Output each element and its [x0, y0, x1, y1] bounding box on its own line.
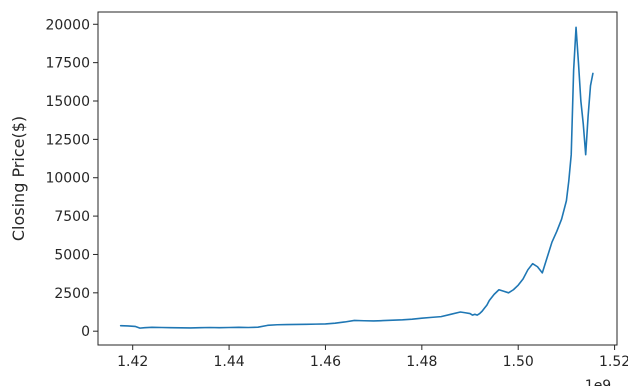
- x-tick-label: 1.50: [503, 354, 534, 370]
- axes-frame: [97, 11, 618, 346]
- y-tick-label: 15000: [45, 94, 90, 110]
- y-axis-label: Closing Price($): [9, 116, 28, 241]
- series-line-0: [119, 26, 594, 329]
- y-tick-label: 12500: [45, 132, 90, 148]
- x-tick-label: 1.44: [213, 354, 244, 370]
- y-tick-label: 10000: [45, 171, 90, 187]
- y-tick-label: 2500: [54, 286, 90, 302]
- y-tick-label: 7500: [54, 209, 90, 225]
- x-axis-offset-text: 1e9: [585, 378, 611, 386]
- x-tick-label: 1.48: [406, 354, 437, 370]
- x-tick-label: 1.42: [117, 354, 148, 370]
- y-tick-label: 17500: [45, 56, 90, 72]
- y-tick-label: 20000: [45, 17, 90, 33]
- y-tick-label: 5000: [54, 247, 90, 263]
- x-tick-label: 1.46: [310, 354, 341, 370]
- x-tick-label: 1.52: [599, 354, 628, 370]
- axes: 1.42 1.44 1.46 1.48 1.50 1.52 0 2500 5000 7500 100…: [45, 11, 628, 370]
- y-tick-label: 0: [81, 324, 90, 340]
- plot-area: [119, 26, 594, 329]
